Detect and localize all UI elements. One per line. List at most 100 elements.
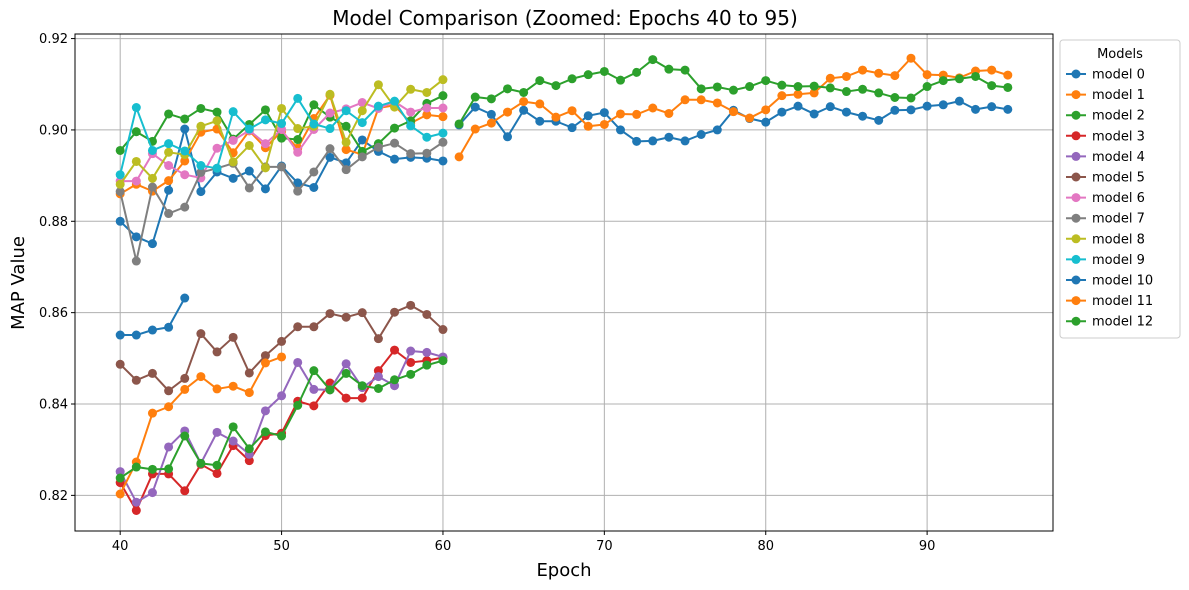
data-point (260, 139, 270, 149)
data-point (341, 368, 351, 378)
data-point (987, 81, 997, 91)
data-point (115, 330, 125, 340)
data-point (244, 124, 254, 134)
data-point (228, 381, 238, 391)
data-point (115, 473, 125, 483)
series-10 (115, 293, 190, 340)
data-point (196, 329, 206, 339)
data-point (309, 366, 319, 376)
data-point (454, 119, 464, 129)
data-point (244, 166, 254, 176)
data-point (131, 232, 141, 242)
data-point (938, 76, 948, 86)
data-point (390, 138, 400, 148)
data-point (874, 88, 884, 98)
data-point (793, 82, 803, 92)
data-point (809, 88, 819, 98)
data-point (357, 106, 367, 116)
data-point (777, 80, 787, 90)
data-point (341, 121, 351, 131)
data-point (260, 184, 270, 194)
data-point (938, 100, 948, 110)
legend-swatch-marker (1071, 193, 1081, 203)
data-point (325, 124, 335, 134)
data-point (244, 368, 254, 378)
data-point (648, 136, 658, 146)
data-point (1003, 82, 1013, 92)
data-point (228, 157, 238, 167)
data-point (196, 372, 206, 382)
data-point (196, 161, 206, 171)
data-point (277, 336, 287, 346)
legend-item: model 7 (1066, 212, 1145, 227)
data-point (131, 256, 141, 266)
data-point (422, 87, 432, 97)
legend-title: Models (1097, 47, 1143, 62)
plot-frame (74, 33, 1054, 532)
data-point (454, 152, 464, 162)
data-point (309, 119, 319, 129)
data-point (164, 386, 174, 396)
legend-swatch-marker (1071, 234, 1081, 244)
data-point (874, 115, 884, 125)
data-point (180, 293, 190, 303)
data-point (728, 85, 738, 95)
data-point (147, 182, 157, 192)
x-tick-label: 50 (273, 539, 290, 554)
data-point (761, 105, 771, 115)
data-point (599, 108, 609, 118)
y-tick-label: 0.90 (39, 123, 68, 138)
data-point (164, 464, 174, 474)
data-point (906, 105, 916, 115)
data-point (422, 347, 432, 357)
data-point (906, 93, 916, 103)
data-point (212, 347, 222, 357)
data-point (325, 385, 335, 395)
y-tick-label: 0.82 (39, 489, 68, 504)
data-point (260, 163, 270, 173)
data-point (115, 467, 125, 477)
data-point (728, 107, 738, 117)
data-point (971, 71, 981, 81)
legend-swatch-marker (1071, 316, 1081, 326)
series-5 (115, 300, 448, 396)
data-point (147, 488, 157, 498)
data-point (357, 118, 367, 128)
data-point (293, 93, 303, 103)
data-point (422, 110, 432, 120)
data-point (406, 107, 416, 117)
data-point (277, 162, 287, 172)
data-point (406, 149, 416, 159)
data-point (180, 373, 190, 383)
legend-swatch-marker (1071, 90, 1081, 100)
data-point (503, 84, 513, 94)
data-point (325, 89, 335, 99)
data-point (438, 128, 448, 138)
data-point (632, 136, 642, 146)
data-point (293, 357, 303, 367)
data-point (212, 460, 222, 470)
data-point (164, 322, 174, 332)
x-tick-label: 40 (112, 539, 129, 554)
data-point (922, 70, 932, 80)
data-point (131, 505, 141, 515)
data-point (567, 106, 577, 116)
legend-item: model 6 (1066, 191, 1145, 206)
data-point (583, 70, 593, 80)
data-point (422, 148, 432, 158)
data-point (196, 103, 206, 113)
data-point (1003, 104, 1013, 114)
data-point (761, 117, 771, 127)
data-point (373, 383, 383, 393)
data-point (341, 312, 351, 322)
data-point (971, 104, 981, 114)
y-tick-label: 0.86 (39, 306, 68, 321)
data-point (115, 216, 125, 226)
legend-item: model 3 (1066, 129, 1145, 144)
data-point (325, 152, 335, 162)
data-point (180, 431, 190, 441)
data-point (567, 123, 577, 133)
data-point (131, 375, 141, 385)
data-point (373, 80, 383, 90)
